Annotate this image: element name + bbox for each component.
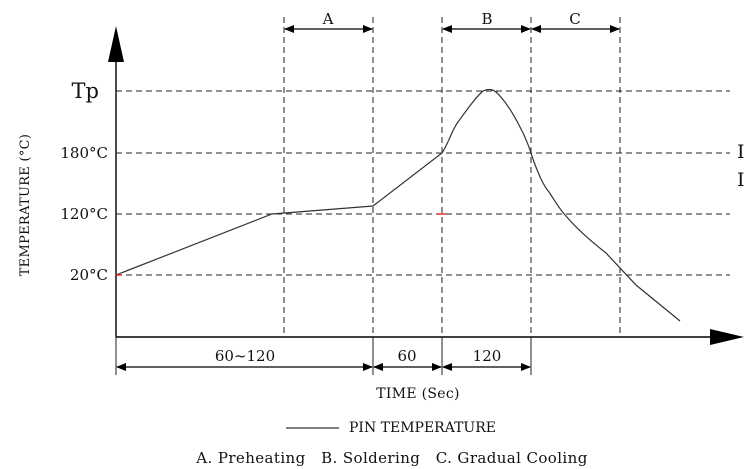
legend-label: PIN TEMPERATURE	[349, 420, 496, 436]
side-text-1: I	[737, 141, 744, 163]
y-axis-title: TEMPERATURE (°C)	[18, 134, 33, 277]
legend: PIN TEMPERATURE	[286, 420, 496, 436]
tick-label-tp: Tp	[72, 79, 99, 103]
side-text-2: I	[737, 169, 744, 191]
zone-b-label: B	[481, 10, 492, 28]
interval-transition-label: 60	[397, 347, 416, 365]
zone-caption: A. Preheating B. Soldering C. Gradual Co…	[195, 449, 587, 467]
y-axis-arrowhead	[108, 26, 124, 62]
tick-label-20: 20°C	[70, 266, 108, 284]
pin-temperature-curve	[115, 88, 681, 322]
interval-labels: 60~120 60 120	[215, 347, 501, 365]
zone-boundaries	[283, 17, 621, 337]
zone-a-label: A	[322, 10, 334, 28]
interval-soldering-label: 120	[473, 347, 502, 365]
marker-ticks	[116, 213, 446, 276]
x-axis-arrowhead	[710, 329, 744, 345]
interval-preheat-label: 60~120	[215, 347, 275, 365]
tick-label-180: 180°C	[60, 144, 108, 162]
temperature-gridlines	[116, 90, 730, 276]
axes	[108, 26, 744, 345]
zone-c-label: C	[569, 10, 580, 28]
tick-label-120: 120°C	[60, 205, 108, 223]
zone-labels: A B C	[322, 10, 581, 28]
interval-extension-lines	[115, 337, 532, 375]
y-tick-labels: Tp 180°C 120°C 20°C	[60, 79, 108, 284]
cropped-side-text: I I	[737, 141, 744, 191]
x-axis-title: TIME (Sec)	[376, 386, 460, 402]
